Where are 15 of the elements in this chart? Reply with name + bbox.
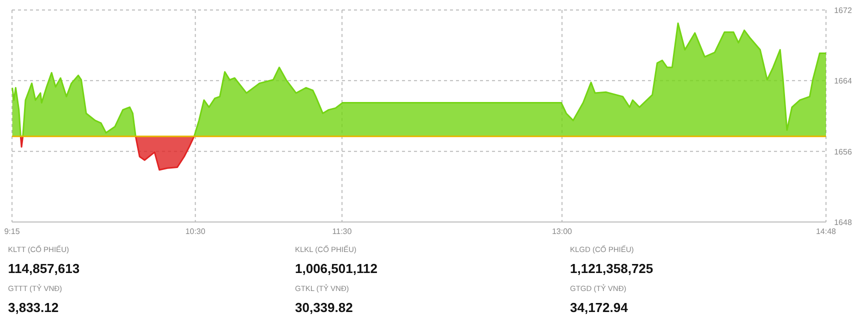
x-tick-label: 14:48 [816, 227, 837, 236]
x-tick-label: 13:00 [552, 227, 573, 236]
x-tick-label: 10:30 [185, 227, 206, 236]
y-tick-label: 1664 [834, 76, 852, 86]
x-tick-label: 11:30 [332, 227, 352, 236]
x-tick-label: 9:15 [4, 227, 20, 236]
text: 1,006,501,112 [295, 261, 378, 276]
text: 1,121,358,725 [570, 261, 654, 276]
text: 30,339.82 [295, 300, 353, 315]
text: 114,857,613 [8, 261, 80, 276]
text: 34,172.94 [570, 300, 629, 315]
y-tick-label: 1648 [834, 218, 852, 227]
text: 3,833.12 [8, 300, 59, 315]
y-tick-label: 1672 [834, 6, 852, 15]
y-tick-label: 1656 [834, 147, 852, 156]
